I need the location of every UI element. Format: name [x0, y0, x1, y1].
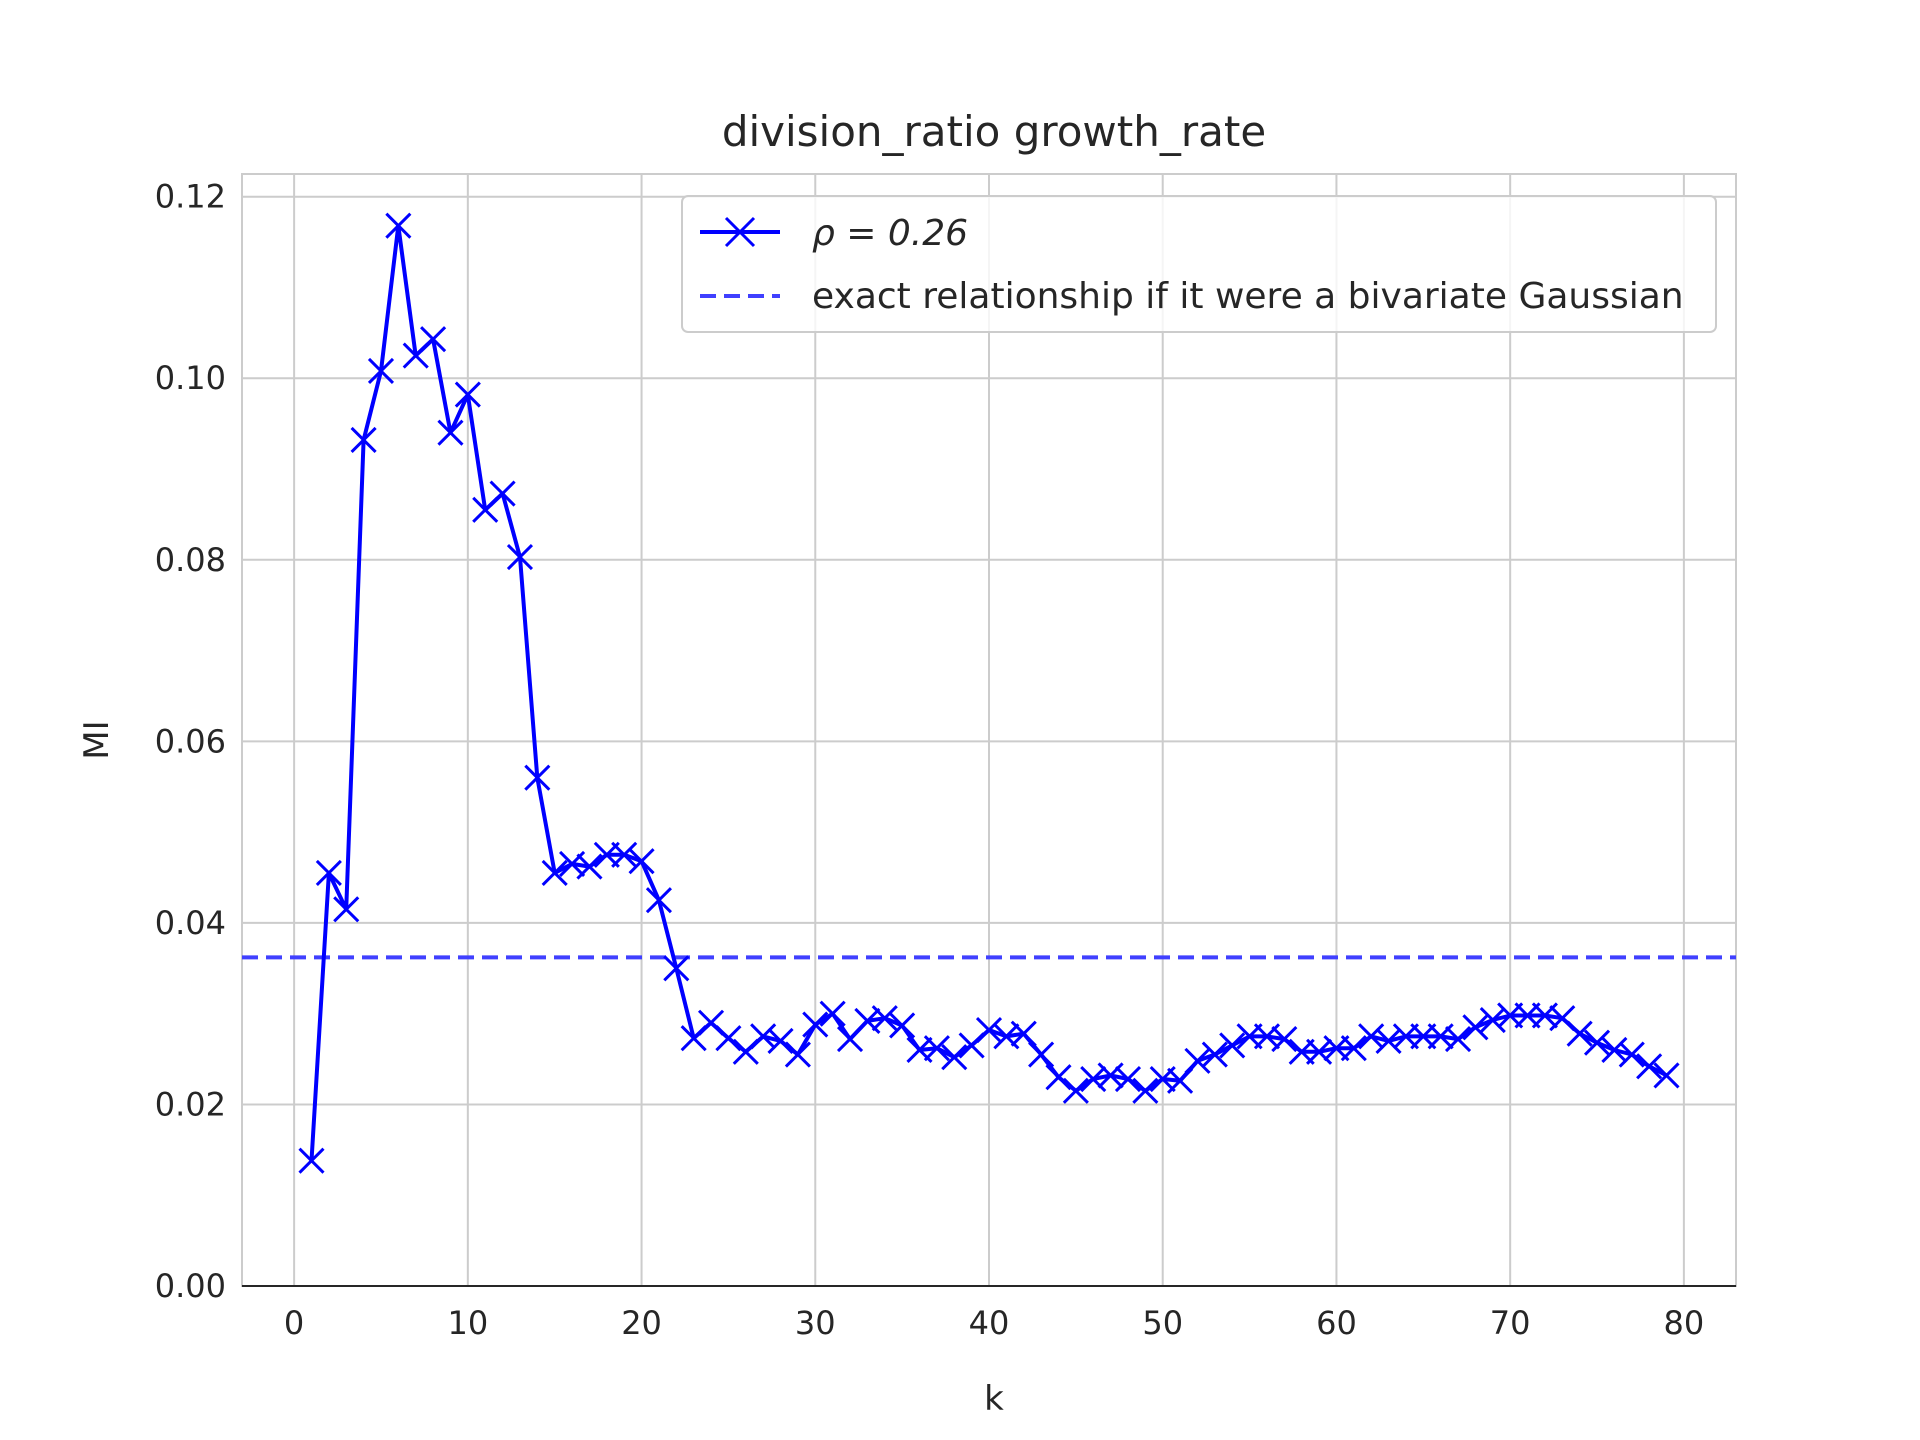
x-tick-label: 30 — [795, 1304, 836, 1342]
data-point-marker — [715, 1025, 742, 1052]
data-point-marker — [315, 859, 342, 887]
data-point-marker — [420, 326, 447, 353]
data-point-marker — [819, 1000, 846, 1027]
legend: ρ = 0.26 exact relationship if it were a… — [681, 195, 1717, 333]
y-tick-labels: 0.00 0.02 0.04 0.06 0.08 0.10 0.12 — [155, 178, 226, 1305]
y-tick-label: 0.12 — [155, 178, 226, 216]
data-point-marker — [784, 1041, 811, 1068]
data-point-marker — [1340, 1035, 1367, 1062]
data-point-marker — [1601, 1036, 1628, 1064]
data-point-marker — [871, 1005, 898, 1032]
data-point-marker — [350, 426, 377, 454]
data-point-marker — [767, 1027, 794, 1054]
y-tick-label: 0.00 — [155, 1267, 226, 1305]
x-tick-label: 50 — [1142, 1304, 1183, 1342]
x-tick-label: 60 — [1316, 1304, 1357, 1342]
data-point-marker — [1167, 1067, 1194, 1094]
x-tick-label: 0 — [284, 1304, 304, 1342]
x-tick-label: 80 — [1664, 1304, 1705, 1342]
data-point-marker — [802, 1011, 829, 1038]
data-point-marker — [1201, 1041, 1228, 1068]
data-point-marker — [437, 419, 464, 446]
data-point-marker — [645, 887, 672, 914]
data-point-marker — [454, 381, 481, 408]
x-tick-label: 70 — [1490, 1304, 1531, 1342]
series-layer — [298, 212, 1680, 1174]
data-point-marker — [1358, 1023, 1385, 1050]
data-point-marker — [489, 480, 516, 507]
data-point-marker — [1306, 1038, 1333, 1065]
data-point-marker — [1184, 1047, 1211, 1074]
data-point-marker — [628, 848, 655, 875]
legend-box — [681, 195, 1717, 333]
data-point-marker — [923, 1035, 950, 1062]
y-tick-label: 0.04 — [155, 904, 226, 942]
data-point-marker — [1618, 1041, 1645, 1068]
data-point-marker — [1566, 1020, 1593, 1047]
data-point-marker — [1479, 1006, 1506, 1034]
data-point-marker — [941, 1044, 968, 1071]
x-tick-label: 10 — [447, 1304, 488, 1342]
data-point-marker — [975, 1016, 1003, 1044]
legend-marker-series-1 — [724, 216, 756, 248]
data-point-marker — [1062, 1077, 1089, 1104]
data-point-marker — [1653, 1062, 1680, 1089]
legend-label-reference: exact relationship if it were a bivariat… — [812, 276, 1684, 317]
data-point-marker — [1045, 1064, 1072, 1091]
data-point-marker — [298, 1147, 325, 1174]
x-axis-label: k — [984, 1379, 1004, 1419]
y-tick-label: 0.08 — [155, 541, 226, 579]
data-point-marker — [1010, 1020, 1037, 1047]
data-point-marker — [1444, 1026, 1472, 1053]
data-point-marker — [1028, 1041, 1055, 1068]
chart-title: division_ratio growth_rate — [722, 107, 1266, 156]
data-point-marker — [385, 212, 412, 239]
data-point-marker — [1219, 1032, 1246, 1059]
x-tick-labels: 0 10 20 30 40 50 60 70 80 — [284, 1304, 1704, 1342]
data-point-marker — [1375, 1027, 1402, 1054]
data-point-marker — [524, 764, 551, 791]
x-tick-label: 20 — [621, 1304, 662, 1342]
data-point-marker — [1080, 1065, 1107, 1093]
data-point-marker — [750, 1023, 777, 1050]
data-point-marker — [611, 841, 638, 868]
data-point-marker — [1097, 1062, 1124, 1089]
x-tick-label: 40 — [969, 1304, 1010, 1342]
y-tick-label: 0.10 — [155, 359, 226, 397]
data-point-marker — [663, 955, 690, 982]
legend-label-series-1: ρ = 0.26 — [812, 213, 968, 254]
data-point-marker — [1132, 1077, 1159, 1104]
data-point-marker — [541, 859, 568, 887]
data-point-marker — [333, 896, 360, 923]
data-point-marker — [1462, 1014, 1489, 1041]
data-point-marker — [889, 1012, 916, 1039]
y-tick-label: 0.02 — [155, 1085, 226, 1123]
data-point-marker — [506, 544, 534, 571]
y-tick-label: 0.06 — [155, 722, 226, 760]
data-point-marker — [576, 853, 603, 880]
data-point-marker — [1636, 1053, 1663, 1080]
data-point-marker — [1114, 1065, 1142, 1093]
data-point-marker — [367, 357, 395, 385]
y-axis-label: MI — [77, 720, 117, 759]
data-point-marker — [1583, 1029, 1611, 1056]
data-point-marker — [1271, 1026, 1298, 1053]
